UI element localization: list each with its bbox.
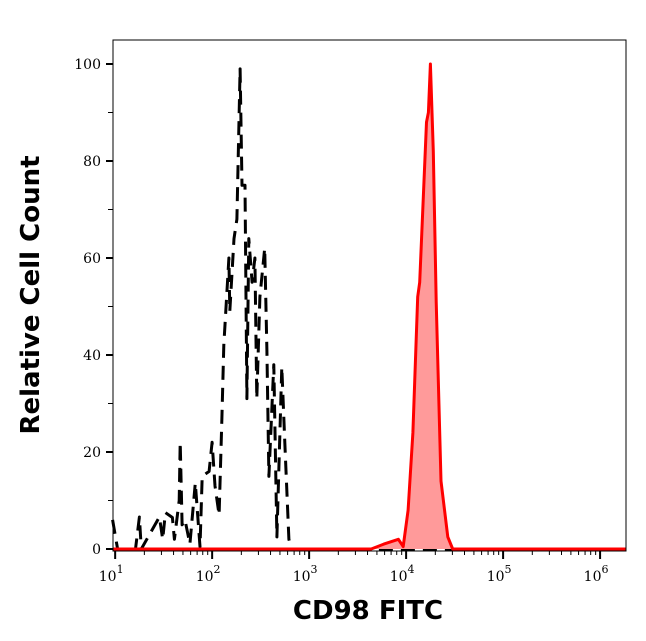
x-tick-label: 105 (487, 563, 512, 585)
plot-frame (112, 39, 627, 552)
x-tick-label: 102 (196, 563, 221, 585)
series-fill-1 (113, 64, 626, 549)
x-axis: 101 102 103 104 105 106 (99, 551, 609, 585)
cd98-histogram-line (113, 62, 626, 551)
y-axis-title: Relative Cell Count (16, 155, 46, 434)
y-tick-label: 100 (74, 57, 101, 73)
y-axis: 0 20 40 60 80 100 (74, 57, 113, 558)
control-histogram-line (111, 67, 625, 551)
y-tick-label: 60 (83, 251, 101, 267)
x-tick-label: 103 (293, 563, 318, 585)
y-tick-label: 20 (83, 445, 101, 461)
x-tick-label: 106 (584, 563, 609, 585)
y-tick-label: 40 (83, 348, 101, 364)
x-tick-label: 104 (390, 563, 415, 585)
y-tick-label: 80 (83, 154, 101, 170)
x-axis-title: CD98 FITC (293, 596, 443, 626)
series-layer (111, 62, 626, 551)
y-tick-label: 0 (92, 542, 101, 558)
x-tick-label: 101 (99, 563, 124, 585)
